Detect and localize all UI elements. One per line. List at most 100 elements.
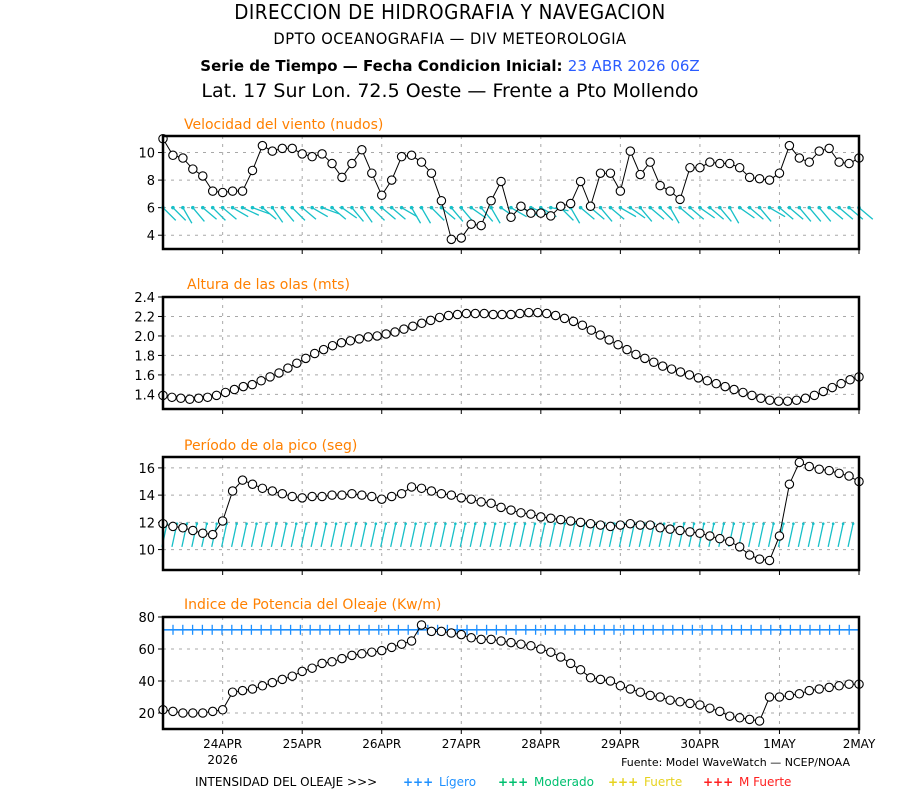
data-point xyxy=(408,321,418,331)
data-point xyxy=(744,172,755,183)
wave-direction-arrow xyxy=(429,523,437,547)
data-point xyxy=(496,502,506,513)
wind-arrow-head xyxy=(360,205,364,210)
data-point xyxy=(615,186,626,196)
data-point xyxy=(665,186,675,196)
data-point xyxy=(645,520,655,530)
wind-direction-arrow xyxy=(172,207,187,221)
wind-direction-arrow xyxy=(649,207,665,220)
wind-arrow-head xyxy=(290,205,295,210)
wave-arrow-head xyxy=(543,522,547,526)
data-point xyxy=(506,637,516,648)
data-point xyxy=(426,626,437,637)
data-point xyxy=(470,308,481,319)
wave-direction-arrow xyxy=(399,523,407,547)
wind-arrow-head xyxy=(628,205,633,210)
data-point xyxy=(724,158,735,169)
wave-arrow-head xyxy=(811,522,815,526)
data-point xyxy=(568,316,579,327)
data-point xyxy=(635,520,646,530)
data-point xyxy=(595,520,606,530)
data-point xyxy=(818,386,829,397)
wind-arrow-head xyxy=(727,205,732,210)
data-point xyxy=(622,344,632,355)
data-point xyxy=(640,353,650,364)
wave-arrow-head xyxy=(831,522,835,526)
wind-direction-arrow xyxy=(620,207,637,218)
wind-direction-arrow xyxy=(271,207,284,223)
data-point xyxy=(649,357,659,368)
wind-direction-arrow xyxy=(818,207,832,222)
data-point xyxy=(292,358,302,368)
data-point xyxy=(436,196,447,206)
x-tick-label: 28APR xyxy=(521,737,560,751)
data-point xyxy=(376,190,387,201)
wave-arrow-head xyxy=(732,522,736,526)
data-point xyxy=(824,465,834,476)
data-point xyxy=(705,703,715,713)
data-point xyxy=(565,198,576,209)
wind-direction-arrow xyxy=(182,207,193,224)
data-point xyxy=(277,143,288,154)
y-tick-label: 16 xyxy=(138,462,155,477)
wind-arrow-head xyxy=(747,205,752,210)
wave-direction-arrow xyxy=(509,523,516,547)
data-point xyxy=(764,692,775,702)
data-point xyxy=(307,151,317,162)
data-point xyxy=(734,713,745,723)
wind-direction-arrow xyxy=(719,207,732,222)
wave-arrow-head xyxy=(364,522,368,526)
data-point xyxy=(185,394,195,405)
data-point xyxy=(488,309,498,320)
wave-arrow-head xyxy=(752,522,755,526)
data-point xyxy=(446,628,457,638)
wind-direction-arrow xyxy=(401,207,418,218)
data-point xyxy=(327,657,337,667)
data-point xyxy=(372,331,382,341)
data-point xyxy=(267,486,278,496)
data-point xyxy=(327,340,338,351)
data-point xyxy=(635,687,646,697)
y-tick-label: 40 xyxy=(138,675,155,690)
data-point xyxy=(804,461,815,472)
data-point xyxy=(595,168,606,178)
data-point xyxy=(267,677,278,688)
data-point xyxy=(178,708,188,718)
legend-label: M Fuerte xyxy=(739,775,791,789)
data-point xyxy=(756,393,766,404)
wave-arrow-head xyxy=(215,522,219,526)
wave-arrow-head xyxy=(821,522,825,526)
data-point xyxy=(800,393,811,404)
wave-arrow-head xyxy=(294,522,298,526)
data-point xyxy=(168,150,178,161)
wave-arrow-head xyxy=(374,522,378,526)
data-point xyxy=(595,330,605,340)
panel-title: Indice de Potencia del Oleaje (Kw/m) xyxy=(184,597,441,613)
data-point xyxy=(754,554,765,564)
data-point xyxy=(486,196,496,206)
data-point xyxy=(466,219,476,229)
wind-arrow-head xyxy=(260,205,265,210)
y-tick-label: 1.6 xyxy=(134,369,155,384)
wind-direction-arrow xyxy=(450,207,464,222)
wind-direction-arrow xyxy=(331,207,347,220)
data-point xyxy=(466,633,476,643)
data-point xyxy=(317,491,327,502)
data-point xyxy=(178,153,188,163)
data-point xyxy=(247,165,258,176)
data-point xyxy=(765,395,775,405)
wave-direction-arrow xyxy=(320,523,327,547)
wind-direction-arrow xyxy=(808,207,822,222)
data-point xyxy=(605,168,616,178)
wind-arrow-head xyxy=(598,205,603,210)
data-point xyxy=(307,491,317,502)
y-tick-label: 10 xyxy=(138,544,155,559)
wind-direction-arrow xyxy=(798,207,812,222)
data-point xyxy=(536,512,546,522)
wind-arrow-head xyxy=(718,205,722,210)
wave-direction-arrow xyxy=(350,523,357,547)
x-tick-label: 24APR xyxy=(203,737,242,751)
data-point xyxy=(217,187,228,198)
y-tick-label: 2.2 xyxy=(134,310,155,325)
wind-arrow-head xyxy=(429,205,434,210)
